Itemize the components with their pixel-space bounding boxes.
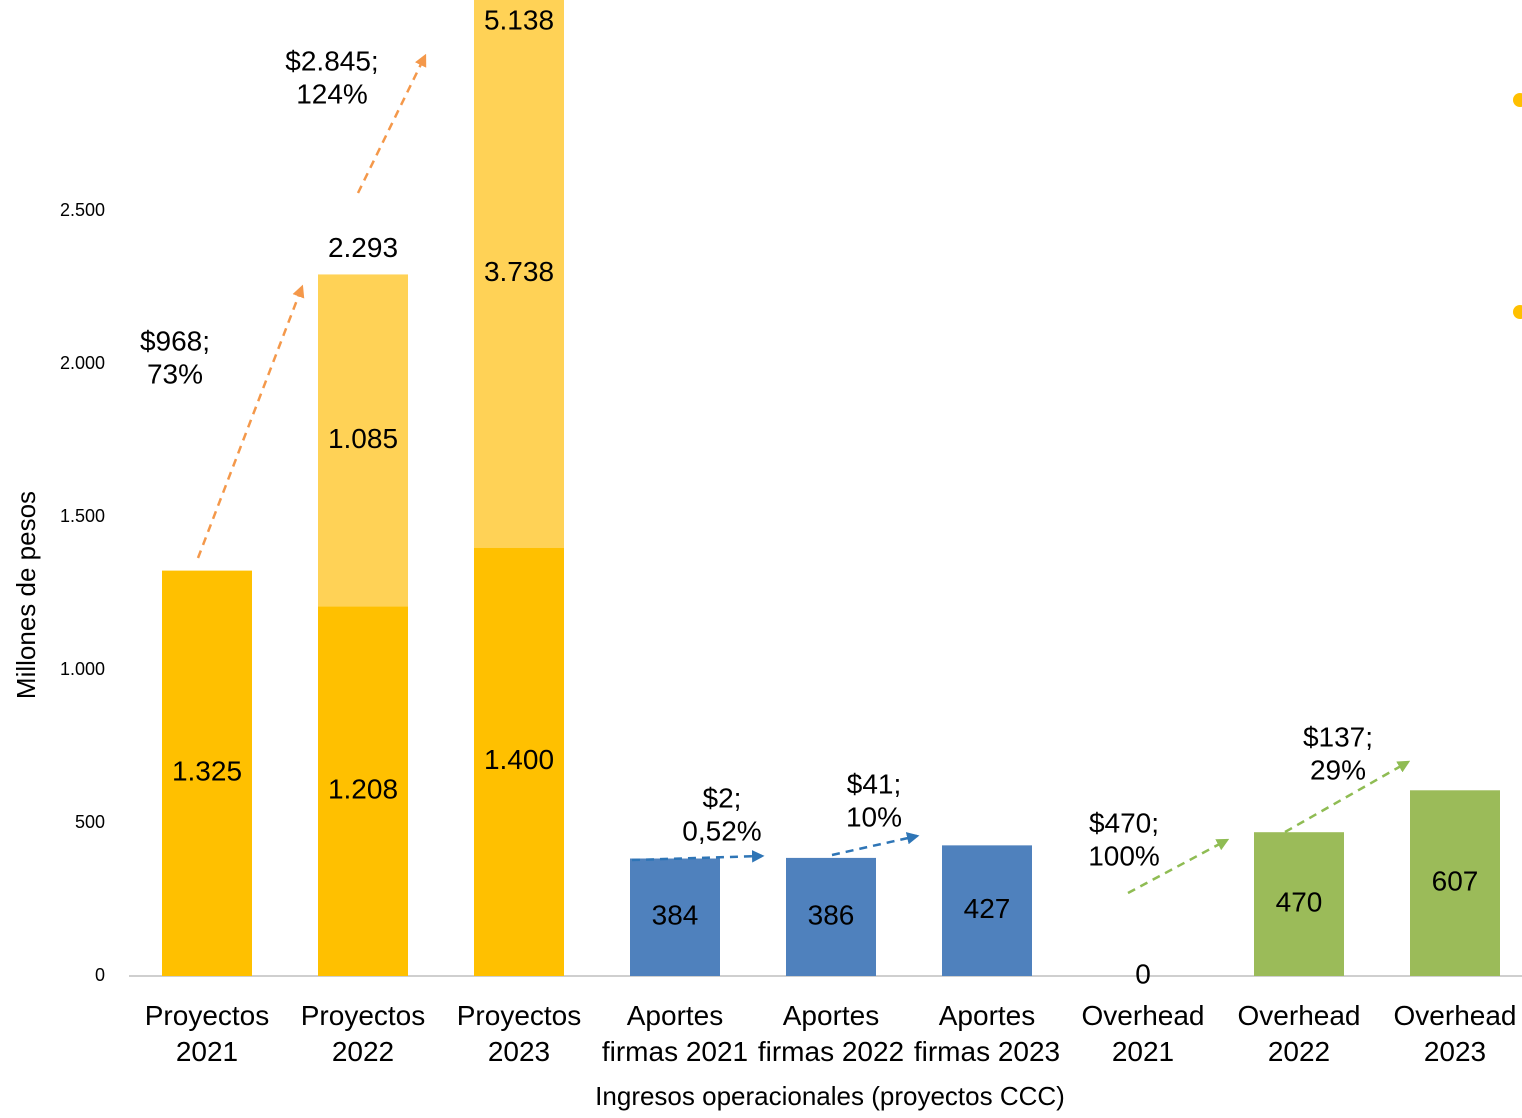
value-label: 3.738	[484, 256, 554, 287]
annotation: $137;	[1303, 721, 1373, 752]
annotation-arrow	[831, 832, 920, 857]
x-tick-label: Aportes firmas 2021	[602, 1000, 748, 1067]
y-tick-label: 1.000	[60, 659, 105, 679]
y-tick-label: 0	[95, 965, 105, 985]
annotation: 100%	[1088, 840, 1160, 871]
annotation-arrow	[1127, 838, 1230, 895]
annotation: 0,52%	[682, 815, 761, 846]
value-label: 386	[808, 899, 855, 930]
x-tick-label: Overhead 2021	[1082, 1000, 1205, 1067]
annotation: $2.845;	[285, 45, 378, 76]
bar-segment	[1254, 832, 1344, 976]
y-tick-label: 500	[75, 812, 105, 832]
y-tick-label: 2.500	[60, 200, 105, 220]
x-tick-line: 2022	[332, 1036, 394, 1067]
value-label: 0	[1135, 958, 1151, 989]
bar-segment	[318, 606, 408, 976]
annotation: 29%	[1310, 754, 1366, 785]
annotation: $41;	[847, 768, 902, 799]
bar-segment	[162, 570, 252, 976]
x-tick-label: Overhead 2022	[1238, 1000, 1361, 1067]
x-tick-label: Aportes firmas 2022	[758, 1000, 904, 1067]
total-label: 5.138	[484, 4, 554, 35]
x-tick-label: Proyectos 2021	[145, 1000, 270, 1067]
decoration	[1513, 93, 1522, 107]
value-label: 427	[964, 893, 1011, 924]
value-label: 1.208	[328, 774, 398, 805]
x-tick-line: Aportes	[939, 1000, 1036, 1031]
x-axis-label: Ingresos operacionales (proyectos CCC)	[595, 1081, 1065, 1111]
x-tick-label: Overhead 2023	[1394, 1000, 1517, 1067]
x-tick-label: Aportes firmas 2023	[914, 1000, 1060, 1067]
bar-segment	[318, 274, 408, 607]
annotation: $470;	[1089, 807, 1159, 838]
total-label: 2.293	[328, 232, 398, 263]
annotation-arrow	[196, 284, 305, 559]
x-tick-line: Proyectos	[301, 1000, 426, 1031]
bar-segment	[474, 547, 564, 976]
value-label: 384	[652, 900, 699, 931]
bars	[162, 0, 1500, 976]
x-tick-line: firmas 2022	[758, 1036, 904, 1067]
annotation-arrow	[631, 850, 765, 863]
x-tick-line: 2021	[176, 1036, 238, 1067]
x-tick-line: Overhead	[1238, 1000, 1361, 1031]
x-tick-line: 2023	[1424, 1036, 1486, 1067]
annotation: 73%	[147, 358, 203, 389]
y-tick-label: 1.500	[60, 506, 105, 526]
value-label: 607	[1432, 866, 1479, 897]
x-tick-label: Proyectos 2023	[457, 1000, 582, 1067]
y-axis-label: Millones de pesos	[11, 491, 41, 699]
value-label: 470	[1276, 886, 1323, 917]
x-tick-line: firmas 2021	[602, 1036, 748, 1067]
x-tick-line: 2022	[1268, 1036, 1330, 1067]
x-tick-line: Aportes	[783, 1000, 880, 1031]
value-label: 1.400	[484, 744, 554, 775]
annotation-arrow	[356, 53, 427, 194]
annotation: $968;	[140, 325, 210, 356]
x-tick-line: Proyectos	[457, 1000, 582, 1031]
x-tick-line: Overhead	[1082, 1000, 1205, 1031]
x-tick-line: Proyectos	[145, 1000, 270, 1031]
value-label: 1.325	[172, 756, 242, 787]
x-tick-line: Aportes	[627, 1000, 724, 1031]
x-tick-line: 2021	[1112, 1036, 1174, 1067]
bar-segment	[630, 858, 720, 976]
bar-segment	[942, 845, 1032, 976]
x-tick-line: 2023	[488, 1036, 550, 1067]
y-tick-label: 2.000	[60, 353, 105, 373]
annotation: 124%	[296, 78, 368, 109]
annotation-arrow	[1284, 760, 1411, 834]
annotation: 10%	[846, 801, 902, 832]
x-tick-line: Overhead	[1394, 1000, 1517, 1031]
value-label: 1.085	[328, 423, 398, 454]
x-tick-label: Proyectos 2022	[301, 1000, 426, 1067]
decoration	[1513, 305, 1522, 319]
bar-segment	[1410, 790, 1500, 976]
bar-segment	[474, 0, 564, 548]
annotation: $2;	[703, 782, 742, 813]
x-tick-line: firmas 2023	[914, 1036, 1060, 1067]
bar-segment	[786, 857, 876, 976]
